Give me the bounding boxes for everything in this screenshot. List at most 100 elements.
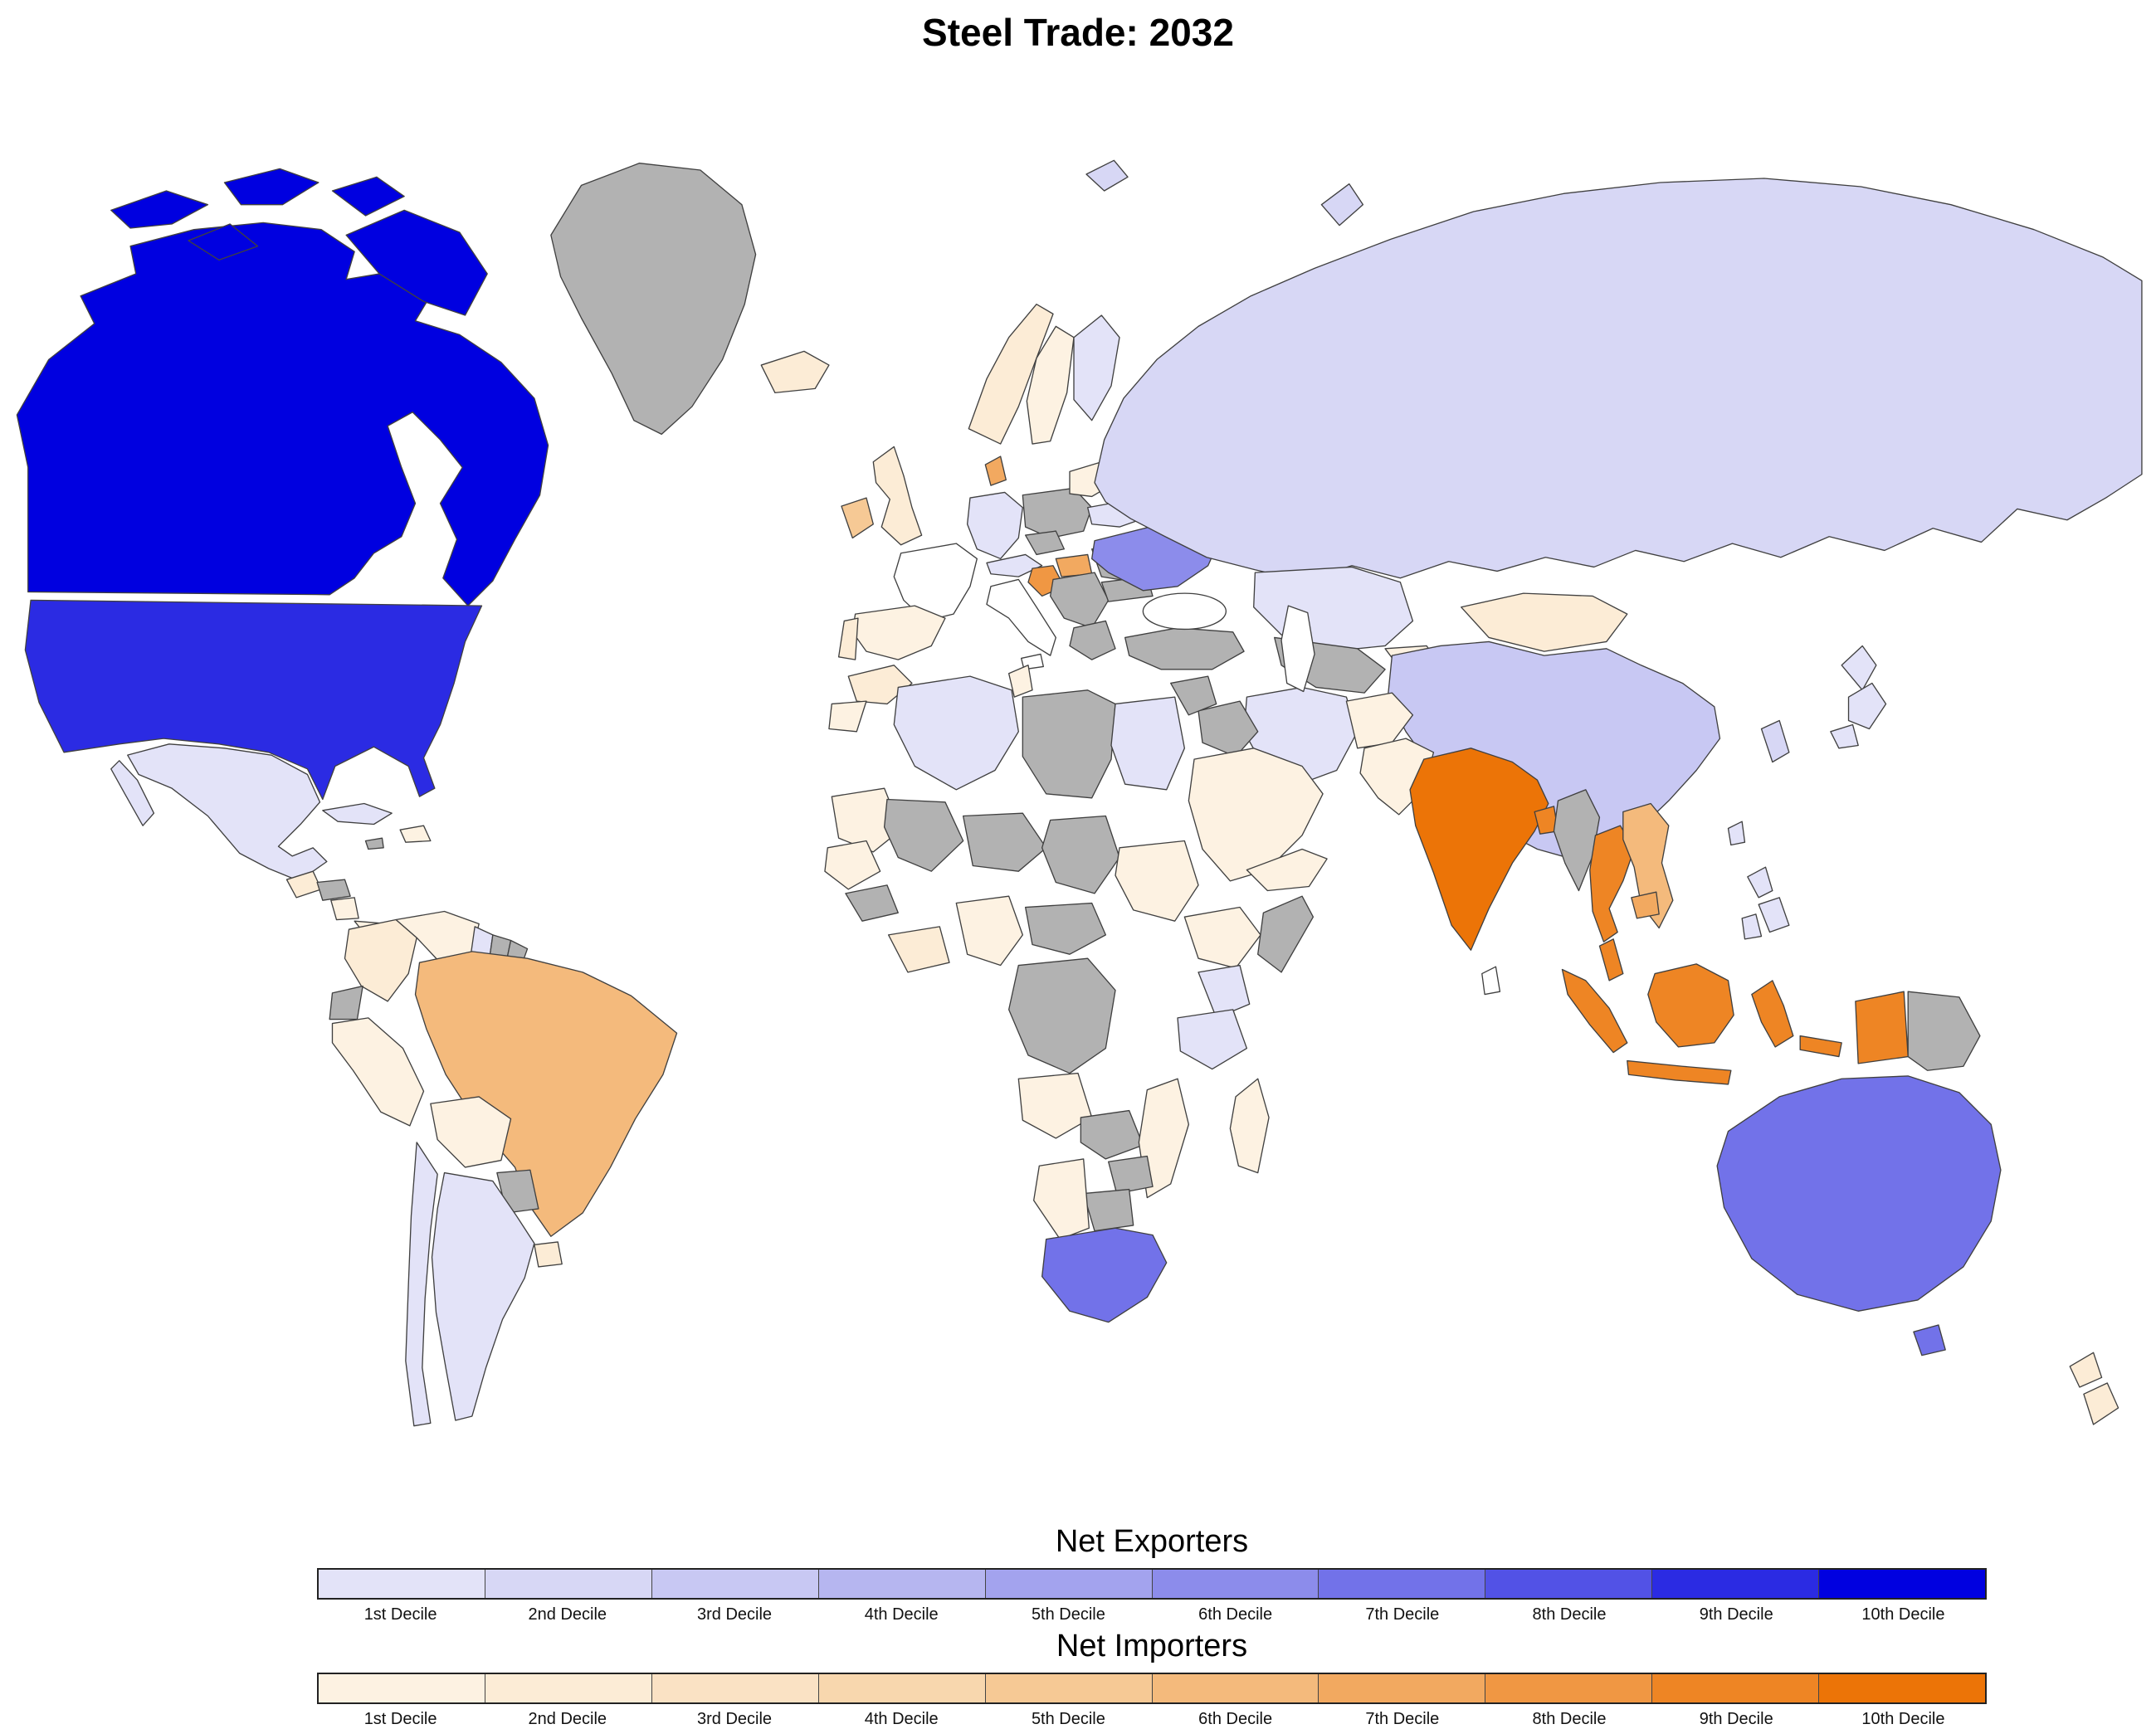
- country-zimbabwe: [1108, 1155, 1154, 1195]
- legend-cell: [1652, 1570, 1820, 1598]
- legend-importers-title: Net Importers: [1056, 1629, 1248, 1663]
- country-indonesia: [1647, 963, 1734, 1048]
- country-australia: [1913, 1324, 1946, 1356]
- country-madagascar: [1229, 1078, 1270, 1174]
- country-canada: [110, 190, 209, 229]
- country-namibia: [1032, 1158, 1090, 1240]
- legend-exporters-labels: 1st Decile 2nd Decile 3rd Decile 4th Decile…: [317, 1605, 1987, 1624]
- legend-cell: [1319, 1570, 1486, 1598]
- legend-cell: [485, 1674, 652, 1702]
- legend-cell: [319, 1570, 485, 1598]
- country-iceland: [760, 350, 830, 394]
- country-denmark: [984, 455, 1007, 486]
- legend-decile-label: 6th Decile: [1198, 1605, 1273, 1624]
- country-chad: [1041, 815, 1120, 894]
- country-new_zealand: [2069, 1352, 2103, 1388]
- country-mexico: [127, 743, 328, 882]
- legend-decile-label: 8th Decile: [1532, 1605, 1607, 1624]
- legend-cell: [1152, 1674, 1319, 1702]
- country-ethiopia: [1183, 906, 1261, 969]
- country-kenya: [1198, 964, 1251, 1019]
- country-papua_new_guinea: [1907, 991, 1981, 1071]
- legend-cell: [1485, 1570, 1653, 1598]
- legend-cell: [1819, 1570, 1986, 1598]
- country-canada: [16, 222, 549, 606]
- country-greenland: [550, 163, 757, 436]
- country-chile: [405, 1142, 438, 1427]
- legend-decile-label: 8th Decile: [1532, 1710, 1607, 1728]
- legend-decile-label: 1st Decile: [363, 1710, 437, 1728]
- legend-decile-label: 5th Decile: [1031, 1605, 1105, 1624]
- country-norway: [968, 304, 1054, 445]
- legend-net-exporters: Net Exporters 1st Decile 2nd Decile 3rd De…: [317, 1523, 1987, 1624]
- world-map: [0, 149, 2156, 1470]
- country-uk: [872, 446, 923, 546]
- legend-cell: [319, 1674, 485, 1702]
- country-indonesia: [1561, 968, 1628, 1054]
- country-japan: [1830, 723, 1859, 749]
- legend-importers-bar: [317, 1673, 1987, 1704]
- legend-decile-label: 9th Decile: [1699, 1605, 1773, 1624]
- country-sweden: [1026, 325, 1075, 445]
- countries-layer: [16, 159, 2143, 1427]
- legend-decile-label: 4th Decile: [864, 1605, 939, 1624]
- country-czech: [1024, 530, 1065, 556]
- legend-cell: [1485, 1674, 1653, 1702]
- legend-decile-label: 4th Decile: [864, 1710, 939, 1728]
- country-indonesia: [1627, 1059, 1732, 1085]
- country-mexico: [110, 760, 155, 826]
- country-drc: [1007, 957, 1116, 1074]
- legend-decile-label: 10th Decile: [1861, 1710, 1945, 1728]
- country-iraq: [1198, 700, 1259, 757]
- country-niger: [962, 812, 1047, 872]
- country-mongolia: [1461, 592, 1628, 652]
- country-senegal: [824, 840, 881, 890]
- country-syria: [1170, 675, 1217, 716]
- country-argentina: [431, 1171, 535, 1421]
- country-sudan: [1115, 840, 1199, 922]
- legend-decile-label: 7th Decile: [1365, 1605, 1440, 1624]
- country-mali: [883, 798, 964, 872]
- country-south_korea: [1760, 719, 1790, 763]
- legend-decile-label: 1st Decile: [363, 1605, 437, 1624]
- legend-cell: [651, 1570, 819, 1598]
- legend-cell: [818, 1674, 986, 1702]
- legend-cell: [985, 1570, 1153, 1598]
- country-italy: [986, 578, 1056, 656]
- country-guinea_region: [845, 884, 899, 922]
- country-malaysia: [1598, 938, 1624, 981]
- legend-decile-label: 9th Decile: [1699, 1710, 1773, 1728]
- country-zambia: [1080, 1109, 1144, 1160]
- country-canada: [188, 223, 259, 261]
- country-myanmar: [1553, 789, 1601, 892]
- country-usa: [24, 599, 483, 801]
- legend-decile-label: 10th Decile: [1861, 1605, 1945, 1624]
- legend-cell: [985, 1674, 1153, 1702]
- country-honduras: [316, 879, 351, 901]
- country-canada: [331, 176, 405, 217]
- page-title: Steel Trade: 2032: [922, 11, 1234, 54]
- legend-decile-label: 2nd Decile: [528, 1710, 607, 1728]
- country-germany: [966, 491, 1023, 560]
- country-western_sahara: [828, 700, 867, 733]
- legend-exporters-title: Net Exporters: [1055, 1524, 1249, 1559]
- country-bolivia: [430, 1096, 512, 1168]
- legend-decile-label: 2nd Decile: [528, 1605, 607, 1624]
- caspian-sea: [1280, 605, 1315, 693]
- country-russia: [1320, 183, 1364, 226]
- country-ireland: [841, 497, 874, 539]
- country-uruguay: [534, 1241, 563, 1268]
- legend-decile-label: 3rd Decile: [696, 1710, 773, 1728]
- country-japan: [1841, 645, 1877, 691]
- country-saudi_arabia: [1188, 748, 1324, 882]
- country-yemen_oman: [1246, 848, 1328, 892]
- legend-decile-label: 6th Decile: [1198, 1710, 1273, 1728]
- legend-cell: [1152, 1570, 1319, 1598]
- legend-decile-label: 7th Decile: [1365, 1710, 1440, 1728]
- country-taiwan: [1727, 821, 1746, 846]
- country-australia: [1716, 1075, 2002, 1312]
- country-somalia: [1257, 895, 1315, 973]
- legend-cell: [818, 1570, 986, 1598]
- country-japan: [1847, 682, 1887, 730]
- country-tanzania: [1177, 1009, 1248, 1070]
